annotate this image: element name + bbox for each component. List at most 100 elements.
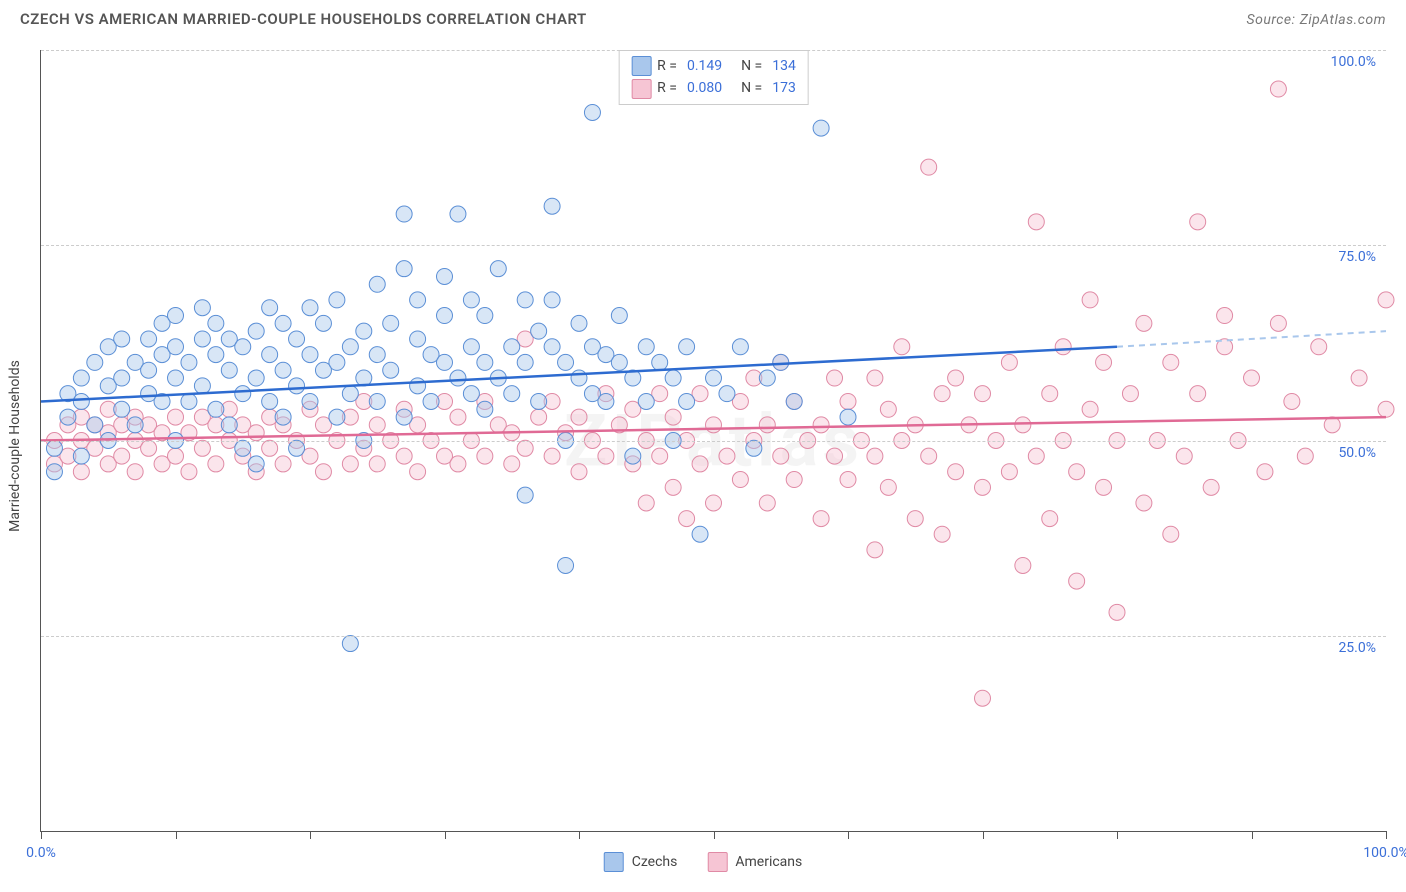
scatter-point	[692, 526, 708, 542]
scatter-point	[1136, 495, 1152, 511]
scatter-point	[504, 456, 520, 472]
scatter-point	[531, 409, 547, 425]
scatter-point	[1351, 370, 1367, 386]
scatter-point	[1028, 448, 1044, 464]
scatter-point	[759, 417, 775, 433]
scatter-point	[544, 198, 560, 214]
scatter-point	[181, 393, 197, 409]
scatter-point	[141, 362, 157, 378]
scatter-point	[517, 487, 533, 503]
scatter-point	[437, 354, 453, 370]
scatter-point	[558, 557, 574, 573]
scatter-point	[141, 440, 157, 456]
scatter-point	[786, 393, 802, 409]
gridline	[41, 50, 1386, 51]
scatter-point	[396, 261, 412, 277]
scatter-point	[1015, 557, 1031, 573]
scatter-point	[369, 417, 385, 433]
scatter-point	[1378, 401, 1394, 417]
scatter-point	[1190, 214, 1206, 230]
scatter-point	[867, 542, 883, 558]
scatter-point	[921, 448, 937, 464]
scatter-point	[248, 323, 264, 339]
scatter-point	[584, 104, 600, 120]
scatter-point	[450, 456, 466, 472]
scatter-point	[759, 495, 775, 511]
series-legend: Czechs Americans	[604, 852, 803, 872]
scatter-point	[275, 456, 291, 472]
scatter-point	[706, 495, 722, 511]
scatter-point	[477, 401, 493, 417]
legend-item-czechs: Czechs	[604, 852, 678, 872]
scatter-point	[1270, 81, 1286, 97]
scatter-point	[235, 339, 251, 355]
y-tick-label: 75.0%	[1338, 249, 1376, 265]
scatter-point	[329, 354, 345, 370]
scatter-point	[329, 409, 345, 425]
scatter-point	[463, 339, 479, 355]
gridline	[41, 245, 1386, 246]
scatter-point	[127, 417, 143, 433]
scatter-point	[840, 472, 856, 488]
scatter-point	[544, 339, 560, 355]
scatter-point	[840, 393, 856, 409]
scatter-point	[262, 393, 278, 409]
gridline	[41, 636, 1386, 637]
scatter-point	[1015, 417, 1031, 433]
scatter-point	[719, 448, 735, 464]
scatter-point	[517, 354, 533, 370]
scatter-point	[975, 386, 991, 402]
scatter-point	[948, 464, 964, 480]
scatter-point	[531, 393, 547, 409]
scatter-point	[289, 378, 305, 394]
scatter-point	[383, 362, 399, 378]
title-bar: CZECH VS AMERICAN MARRIED-COUPLE HOUSEHO…	[0, 0, 1406, 38]
scatter-point	[168, 339, 184, 355]
scatter-point	[921, 159, 937, 175]
x-tick	[445, 831, 446, 839]
scatter-point	[679, 511, 695, 527]
scatter-point	[598, 393, 614, 409]
scatter-point	[975, 479, 991, 495]
scatter-point	[275, 409, 291, 425]
gridline	[41, 441, 1386, 442]
scatter-point	[396, 206, 412, 222]
scatter-point	[1028, 214, 1044, 230]
chart-title: CZECH VS AMERICAN MARRIED-COUPLE HOUSEHO…	[20, 10, 587, 28]
scatter-point	[114, 448, 130, 464]
scatter-point	[1082, 292, 1098, 308]
scatter-point	[369, 393, 385, 409]
scatter-point	[73, 370, 89, 386]
scatter-point	[168, 448, 184, 464]
x-tick-label: 0.0%	[26, 845, 56, 861]
scatter-point	[396, 409, 412, 425]
scatter-point	[248, 456, 264, 472]
source-label: Source:	[1247, 12, 1296, 28]
scatter-point	[679, 339, 695, 355]
r-value-americans: 0.080	[687, 77, 722, 99]
scatter-point	[827, 370, 843, 386]
scatter-point	[598, 448, 614, 464]
n-label: N =	[741, 77, 762, 99]
source-name: ZipAtlas.com	[1300, 12, 1386, 28]
scatter-point	[437, 268, 453, 284]
scatter-point	[544, 448, 560, 464]
scatter-point	[1203, 479, 1219, 495]
swatch-americans-bottom	[707, 852, 727, 872]
scatter-point	[87, 417, 103, 433]
scatter-point	[87, 354, 103, 370]
scatter-point	[1136, 315, 1152, 331]
chart-plot-area: ZIPatlas R = 0.149 N = 134 R = 0.080 N =…	[40, 50, 1386, 832]
scatter-point	[329, 292, 345, 308]
scatter-point	[759, 370, 775, 386]
x-tick	[848, 831, 849, 839]
scatter-point	[1122, 386, 1138, 402]
scatter-point	[410, 292, 426, 308]
scatter-point	[1176, 448, 1192, 464]
x-tick	[310, 831, 311, 839]
scatter-point	[531, 323, 547, 339]
scatter-point	[369, 456, 385, 472]
legend-row-czechs: R = 0.149 N = 134	[631, 55, 796, 77]
scatter-point	[1284, 393, 1300, 409]
swatch-czechs-bottom	[604, 852, 624, 872]
